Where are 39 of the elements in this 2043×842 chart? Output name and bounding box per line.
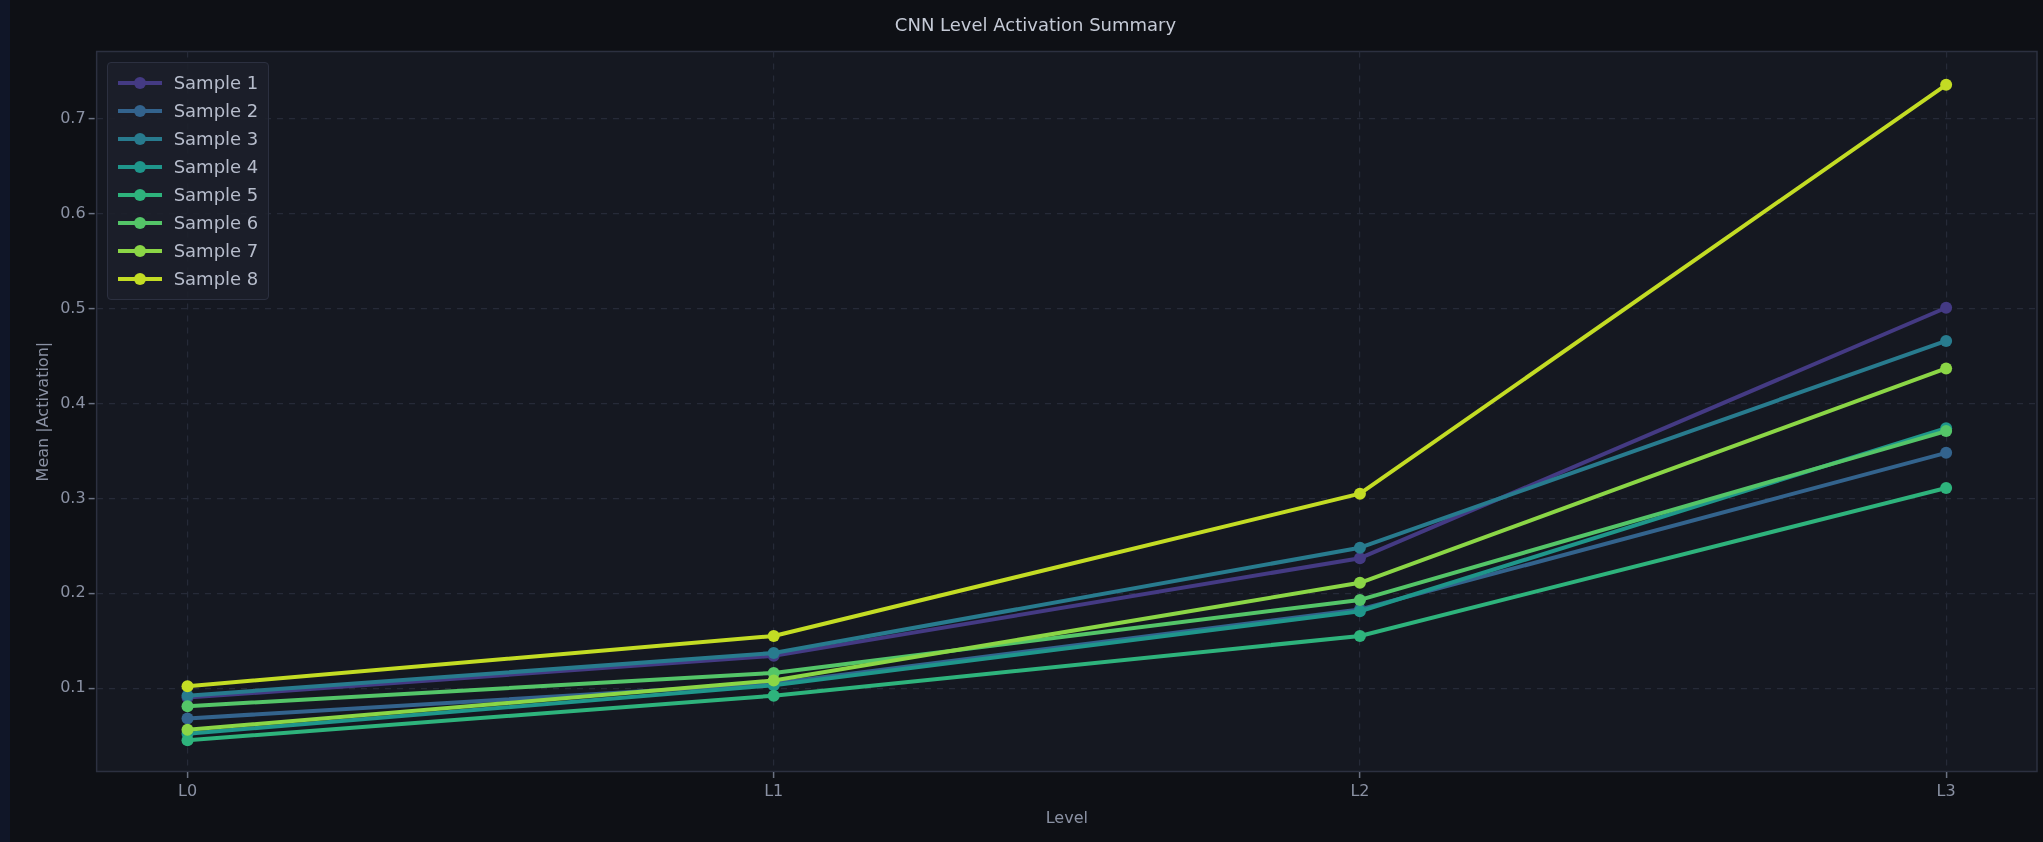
legend-label: Sample 3 [173, 128, 259, 150]
point [1353, 552, 1366, 565]
y-axis-title: Mean |Activation| [32, 341, 52, 482]
point [767, 629, 780, 642]
y-tick-label: 0.3 [60, 487, 86, 507]
legend-label: Sample 5 [173, 184, 259, 206]
y-tick-label: 0.2 [60, 582, 86, 602]
y-tick-label: 0.1 [60, 677, 86, 697]
legend-label: Sample 1 [173, 72, 259, 94]
point [1353, 593, 1366, 606]
point [767, 689, 780, 702]
legend-label: Sample 7 [173, 240, 259, 262]
point [1940, 446, 1953, 459]
point [181, 680, 194, 693]
x-tick-label: L2 [1350, 781, 1370, 801]
legend-label: Sample 4 [173, 156, 259, 178]
point [1940, 301, 1953, 314]
point [1940, 481, 1953, 494]
y-tick-label: 0.7 [60, 108, 86, 128]
x-tick-label: L0 [177, 781, 198, 801]
chart-title: CNN Level Activation Summary [894, 14, 1177, 36]
y-tick-label: 0.6 [60, 202, 86, 222]
point [1940, 78, 1953, 91]
point [181, 712, 194, 725]
point [1353, 487, 1366, 500]
y-tick-label: 0.4 [60, 392, 86, 412]
point [1940, 362, 1953, 375]
point [1940, 334, 1953, 347]
point [181, 700, 194, 713]
x-tick-label: L1 [764, 781, 784, 801]
x-axis-title: Level [1045, 807, 1088, 827]
y-tick-label: 0.5 [60, 297, 86, 317]
point [1353, 541, 1366, 554]
legend-label: Sample 6 [173, 212, 259, 234]
legend-label: Sample 2 [173, 100, 259, 122]
legend-label: Sample 8 [173, 268, 259, 290]
point [1353, 629, 1366, 642]
x-tick-label: L3 [1936, 781, 1956, 801]
point [1353, 576, 1366, 589]
